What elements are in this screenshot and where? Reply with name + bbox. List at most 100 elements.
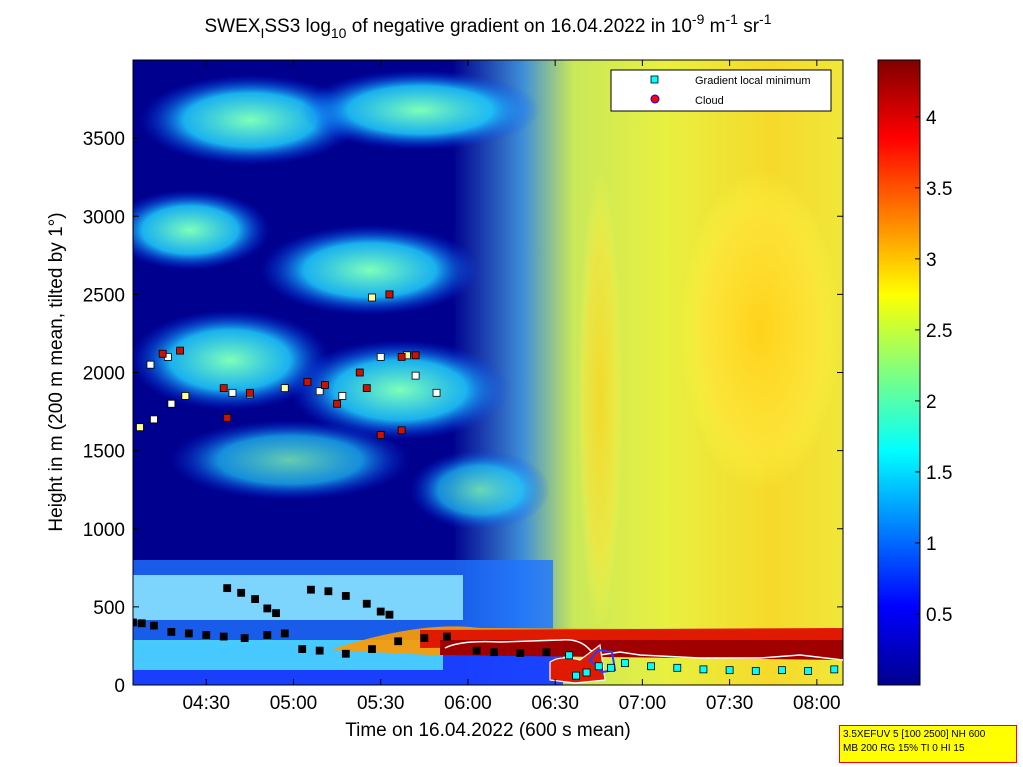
gradient-minimum-point — [237, 588, 246, 597]
info-box-line-2: MB 200 RG 15% TI 0 HI 15 — [843, 743, 965, 754]
x-tick-label-6: 07:30 — [706, 693, 754, 714]
gradient-minimum-point — [420, 634, 429, 643]
cloud-point — [397, 352, 406, 361]
gradient-minimum-point — [368, 645, 376, 653]
gradient-minimum-point — [778, 666, 786, 675]
x-tick-label-2: 05:30 — [357, 693, 405, 714]
gradient-minimum-point — [368, 293, 376, 302]
cloud-point — [219, 384, 228, 393]
y-tick-label-7: 3500 — [83, 129, 125, 150]
gradient-minimum-point — [315, 387, 324, 396]
gradient-minimum-point — [565, 651, 574, 660]
gradient-minimum-point — [263, 604, 272, 613]
gradient-minimum-point — [240, 634, 249, 643]
x-tick-label-7: 08:00 — [793, 693, 841, 714]
info-box-line-1: 3.5XEFUV 5 [100 2500] NH 600 — [843, 729, 986, 740]
y-tick-label-3: 1500 — [83, 442, 125, 463]
gradient-minimum-point — [830, 665, 839, 674]
legend-box — [610, 69, 832, 112]
legend-label-gradient-minimum: Gradient local minimum — [695, 75, 811, 87]
y-tick-label-4: 2000 — [83, 364, 125, 385]
cloud-point — [376, 431, 385, 439]
gradient-minimum-point — [150, 621, 158, 630]
gradient-minimum-point — [376, 352, 385, 361]
gradient-minimum-point — [167, 399, 176, 408]
colorbar-tick-label-6: 3.5 — [926, 179, 952, 200]
gradient-minimum-point — [223, 584, 232, 593]
gradient-minimum-point — [385, 610, 394, 619]
x-tick-label-3: 06:00 — [444, 693, 492, 714]
y-tick-label-6: 3000 — [83, 207, 125, 228]
gradient-minimum-point — [181, 392, 190, 400]
cloud-point — [158, 349, 167, 358]
gradient-minimum-point — [338, 392, 347, 400]
chart-title: SWEXISS3 log10 of negative gradient on 1… — [205, 11, 772, 41]
gradient-minimum-point — [263, 631, 272, 639]
cloud-point — [303, 377, 312, 386]
y-tick-label-1: 500 — [93, 598, 125, 619]
gradient-minimum-point — [647, 662, 656, 671]
gradient-minimum-point — [516, 649, 525, 657]
gradient-minimum-point — [341, 592, 350, 600]
gradient-minimum-point — [490, 648, 499, 657]
gradient-minimum-point — [699, 665, 708, 674]
colorbar-tick-label-7: 4 — [926, 108, 937, 129]
y-tick-label-5: 2500 — [83, 285, 125, 306]
gradient-minimum-point — [376, 607, 385, 616]
colorbar-tick-label-4: 2.5 — [926, 321, 952, 342]
gradient-minimum-point — [582, 668, 591, 677]
colorbar-tick-label-1: 1 — [926, 534, 937, 555]
gradient-minimum-point — [394, 637, 403, 646]
x-tick-label-4: 06:30 — [531, 693, 579, 714]
gradient-minimum-point — [307, 585, 315, 594]
gradient-minimum-point — [751, 667, 760, 675]
cloud-point — [411, 351, 420, 360]
cloud-point — [362, 384, 371, 393]
colorbar-tick-label-2: 1.5 — [926, 463, 952, 484]
y-tick-label-2: 1000 — [83, 520, 125, 541]
gradient-minimum-point — [443, 632, 451, 641]
legend-marker-gradient-minimum — [650, 75, 659, 84]
gradient-minimum-point — [219, 632, 228, 641]
legend-marker-cloud — [650, 94, 660, 104]
gradient-minimum-point — [725, 666, 734, 675]
colorbar-tick-label-5: 3 — [926, 250, 937, 271]
colorbar — [877, 59, 921, 686]
gradient-minimum-point — [621, 659, 629, 668]
gradient-minimum-point — [804, 667, 813, 675]
cloud-point — [223, 413, 232, 422]
x-axis-label: Time on 16.04.2022 (600 s mean) — [345, 720, 631, 741]
gradient-minimum-point — [607, 663, 615, 672]
gradient-minimum-point — [362, 599, 371, 608]
info-box: 3.5XEFUV 5 [100 2500] NH 600 MB 200 RG 1… — [839, 725, 1017, 763]
gradient-minimum-point — [280, 384, 289, 393]
gradient-minimum-point — [150, 415, 158, 424]
cloud-point — [333, 399, 342, 408]
gradient-minimum-point — [542, 648, 551, 657]
cloud-point — [397, 426, 406, 435]
y-tick-label-0: 0 — [114, 676, 125, 697]
x-tick-label-5: 07:00 — [619, 693, 667, 714]
gradient-minimum-point — [341, 649, 350, 658]
gradient-minimum-point — [272, 609, 280, 618]
cloud-point — [176, 346, 185, 355]
gradient-minimum-point — [251, 595, 260, 603]
gradient-minimum-point — [228, 388, 237, 397]
cloud-point — [355, 368, 364, 377]
gradient-minimum-point — [146, 360, 155, 369]
gradient-minimum-point — [411, 371, 420, 380]
gradient-minimum-point — [315, 646, 324, 655]
x-tick-label-0: 04:30 — [182, 693, 230, 714]
cloud-point — [245, 388, 254, 397]
legend: Gradient local minimum Cloud — [610, 69, 832, 112]
cloud-point — [320, 381, 329, 389]
gradient-minimum-point — [572, 671, 580, 680]
gradient-minimum-point — [202, 631, 211, 639]
gradient-minimum-point — [298, 645, 307, 653]
y-axis-label: Height in m (200 m mean, tilted by 1°) — [46, 212, 67, 531]
heatmap-field — [133, 60, 843, 685]
x-tick-label-1: 05:00 — [270, 693, 318, 714]
gradient-minimum-point — [184, 629, 193, 638]
gradient-minimum-point — [673, 663, 682, 672]
gradient-minimum-point — [136, 423, 144, 432]
